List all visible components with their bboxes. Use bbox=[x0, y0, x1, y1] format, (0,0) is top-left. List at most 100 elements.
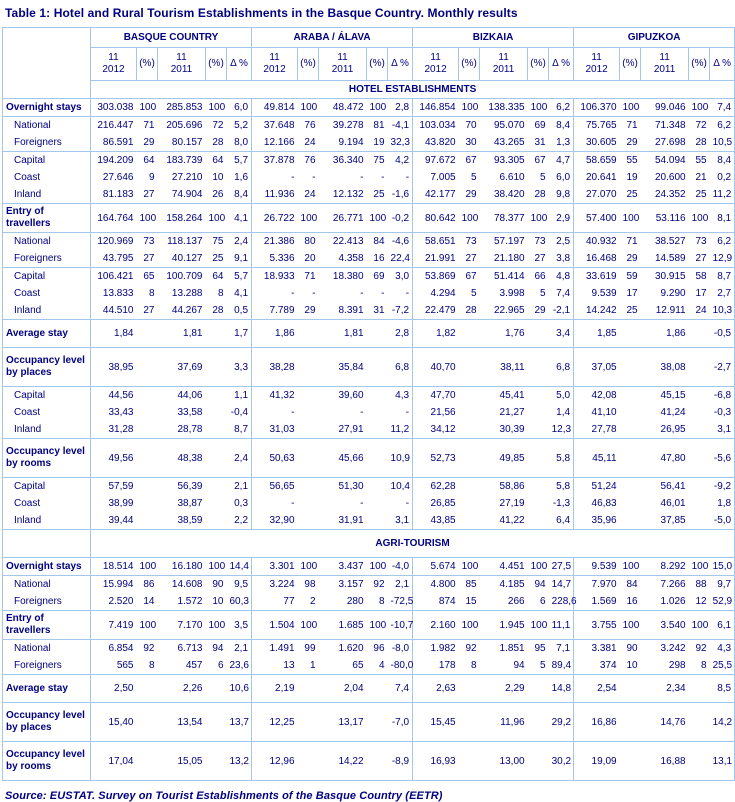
data-cell: 100 bbox=[619, 557, 641, 576]
data-cell: 2,1 bbox=[226, 477, 253, 495]
data-cell bbox=[205, 702, 227, 742]
data-cell: 38,87 bbox=[177, 498, 203, 509]
data-cell: 100 bbox=[297, 557, 319, 576]
data-cell: 2,34 bbox=[640, 674, 689, 703]
data-cell: 4,1 bbox=[226, 203, 253, 233]
data-cell: 41,10 bbox=[591, 407, 617, 418]
data-cell: 18.933 bbox=[251, 267, 298, 285]
subheader-cell: Δ % bbox=[548, 47, 575, 81]
data-cell: 76 bbox=[297, 116, 319, 134]
data-cell: 16.180 bbox=[157, 557, 206, 576]
data-cell bbox=[136, 702, 158, 742]
row-label: Entry of travellers bbox=[2, 610, 91, 640]
data-cell: 2,4 bbox=[226, 232, 253, 250]
data-cell: 55 bbox=[688, 151, 710, 169]
data-cell: 58.651 bbox=[412, 232, 459, 250]
data-cell: 5,2 bbox=[226, 116, 253, 134]
data-cell: 14,8 bbox=[548, 674, 575, 703]
subheader-cell: (%) bbox=[688, 47, 711, 81]
data-cell: 4.358 bbox=[338, 253, 364, 264]
data-cell: 100 bbox=[619, 610, 641, 640]
data-cell: 3.157 bbox=[318, 575, 367, 593]
data-cell: 3.224 bbox=[251, 575, 298, 593]
data-cell: 27,5 bbox=[548, 557, 575, 576]
data-cell bbox=[297, 386, 319, 404]
data-cell: 7,4 bbox=[709, 98, 735, 117]
data-cell: 106.421 bbox=[90, 267, 137, 285]
data-cell: 100 bbox=[527, 98, 549, 117]
data-cell: 22.413 bbox=[318, 232, 367, 250]
data-cell: 80 bbox=[297, 232, 319, 250]
data-cell bbox=[527, 477, 549, 495]
row-label: Foreigners bbox=[2, 657, 91, 675]
data-cell: 27 bbox=[143, 253, 155, 264]
data-cell bbox=[205, 477, 227, 495]
data-cell bbox=[459, 404, 480, 421]
data-cell: 7,4 bbox=[548, 285, 575, 302]
data-cell: -5,6 bbox=[709, 438, 735, 478]
data-cell: 28 bbox=[212, 137, 224, 148]
data-cell: 71.348 bbox=[640, 116, 689, 134]
data-cell: 100 bbox=[458, 557, 480, 576]
data-cell: 29 bbox=[143, 137, 155, 148]
data-cell: 47,70 bbox=[412, 386, 459, 404]
data-cell: 43,85 bbox=[430, 515, 456, 526]
data-cell: 4,7 bbox=[548, 151, 575, 169]
data-cell: 8,4 bbox=[548, 116, 575, 134]
data-cell: 97.672 bbox=[412, 151, 459, 169]
source-note: Source: EUSTAT. Survey on Tourist Establ… bbox=[5, 790, 443, 802]
data-cell: 2.520 bbox=[108, 596, 134, 607]
table-row: Occupancy level by rooms 17,04 15,05 13,2 12… bbox=[2, 741, 735, 781]
table-row: Capital 106.421 65 100.709 64 5,7 18.933 71 18.3… bbox=[2, 267, 735, 285]
data-cell: 100 bbox=[366, 557, 388, 576]
data-cell: 7,4 bbox=[387, 674, 414, 703]
data-cell: 29 bbox=[304, 305, 316, 316]
data-cell: 8 bbox=[148, 288, 155, 299]
data-cell: 4,8 bbox=[548, 267, 575, 285]
data-cell bbox=[689, 404, 710, 421]
data-cell: 50,63 bbox=[251, 438, 298, 478]
data-cell: 57.197 bbox=[479, 232, 528, 250]
data-cell: 5,8 bbox=[548, 438, 575, 478]
data-cell: 5,7 bbox=[226, 267, 253, 285]
data-cell: 8.292 bbox=[640, 557, 689, 576]
data-cell: 5 bbox=[540, 288, 546, 299]
data-cell: 12 bbox=[695, 596, 707, 607]
data-cell: 51.414 bbox=[479, 267, 528, 285]
data-cell: 31,03 bbox=[269, 424, 295, 435]
subheader-cell: 11 2012 bbox=[90, 47, 137, 81]
data-cell bbox=[620, 404, 641, 421]
data-cell: 24 bbox=[695, 305, 707, 316]
data-cell: 12,25 bbox=[251, 702, 298, 742]
data-cell: 22.965 bbox=[493, 305, 525, 316]
data-cell: 266 bbox=[507, 596, 525, 607]
data-cell: 4,2 bbox=[387, 151, 414, 169]
data-cell: 6,8 bbox=[387, 347, 414, 387]
data-cell: 39,60 bbox=[318, 386, 367, 404]
subheader-cell: Δ % bbox=[225, 47, 253, 81]
table-row: Coast 27.646 9 27.210 10 1,6- - - - -7.005 5 6.610 5… bbox=[2, 169, 735, 186]
row-label: Coast bbox=[2, 285, 91, 302]
row-label: Inland bbox=[2, 421, 91, 439]
data-cell: 5.674 bbox=[412, 557, 459, 576]
row-label: Foreigners bbox=[2, 134, 91, 152]
data-cell: 100 bbox=[297, 203, 319, 233]
data-cell: -4,1 bbox=[387, 116, 414, 134]
data-cell: 6.713 bbox=[157, 639, 206, 657]
data-cell: 16,88 bbox=[640, 741, 689, 781]
group-header: BASQUE COUNTRY bbox=[89, 27, 252, 48]
data-cell bbox=[689, 421, 710, 439]
data-cell: 100 bbox=[688, 610, 710, 640]
section-banner: HOTEL ESTABLISHMENTS bbox=[90, 80, 735, 99]
data-cell: 14 bbox=[143, 596, 155, 607]
data-cell: 13,54 bbox=[157, 702, 206, 742]
data-cell: 100 bbox=[527, 610, 549, 640]
data-cell: 3.242 bbox=[640, 639, 689, 657]
data-cell: 26 bbox=[212, 189, 224, 200]
stats-table-body: BASQUE COUNTRY ARABA / ÁLAVA BIZKAIA GIPUZK… bbox=[2, 27, 735, 781]
data-cell: 84 bbox=[366, 232, 388, 250]
data-cell: -5,0 bbox=[709, 512, 735, 530]
data-cell: 9.290 bbox=[660, 288, 686, 299]
data-cell: 29 bbox=[626, 137, 638, 148]
data-cell: 12,96 bbox=[251, 741, 298, 781]
